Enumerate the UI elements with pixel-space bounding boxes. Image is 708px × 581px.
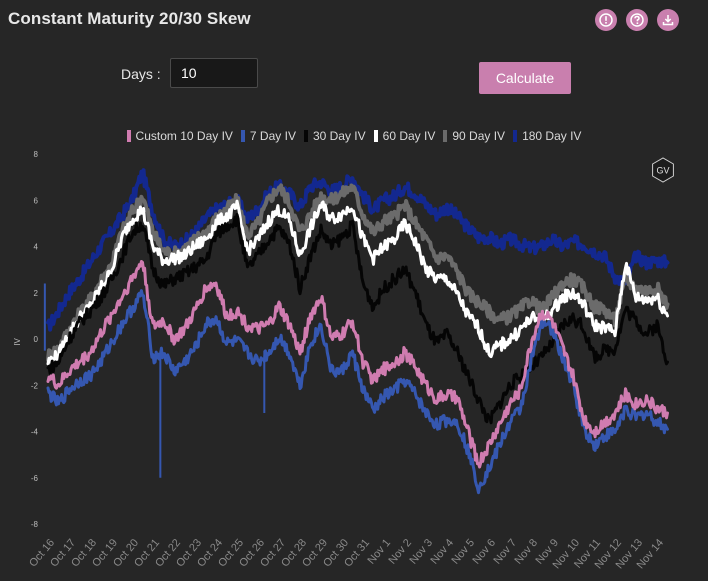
x-tick-label: Nov 14 [635,537,667,571]
legend-swatch [126,130,131,142]
x-tick-label: Oct 24 [195,537,225,570]
legend-item[interactable]: 180 Day IV [513,129,581,143]
x-tick-label: Oct 20 [111,537,141,570]
download-button[interactable] [657,9,679,31]
x-tick-label: Oct 17 [48,537,78,570]
x-tick-label: Nov 3 [407,537,435,567]
x-tick-label: Oct 25 [216,537,246,570]
y-tick-label: -2 [31,381,39,390]
y-tick-label: -8 [31,520,39,529]
x-tick-label: Nov 10 [551,537,583,571]
legend-swatch [443,130,448,142]
legend-item[interactable]: 30 Day IV [303,129,366,143]
x-tick-label: Nov 5 [449,537,477,567]
legend-swatch [240,130,245,142]
help-button[interactable] [626,9,648,31]
x-tick-label: Nov 2 [386,537,414,567]
x-tick-label: Oct 18 [69,537,99,570]
x-tick-label: Oct 29 [300,537,330,570]
x-tick-label: Oct 21 [132,537,162,570]
x-tick-label: Oct 23 [174,537,204,570]
series-line [46,199,669,366]
y-axis-label: IV [13,338,22,346]
y-tick-label: 2 [34,289,39,298]
y-tick-label: 8 [34,150,39,159]
legend-item[interactable]: Custom 10 Day IV [126,129,233,143]
series-line [46,183,670,362]
legend-label: Custom 10 Day IV [135,129,233,143]
x-tick-label: Nov 7 [491,537,519,567]
legend-item[interactable]: 60 Day IV [373,129,436,143]
series-line [46,213,669,425]
legend-label: 180 Day IV [522,129,582,143]
y-tick-label: 6 [34,196,39,205]
info-button[interactable] [595,9,617,31]
y-tick-label: 4 [34,243,39,252]
x-tick-label: Oct 27 [258,537,288,570]
x-tick-label: Nov 4 [428,537,456,567]
x-tick-label: Nov 12 [593,537,625,571]
x-tick-label: Oct 16 [27,537,57,570]
x-tick-label: Oct 31 [342,537,372,570]
x-tick-label: Nov 6 [470,537,498,567]
series-line [46,260,669,469]
x-tick-label: Nov 8 [512,537,540,567]
help-icon [630,13,644,27]
x-tick-label: Nov 1 [365,537,393,567]
series-line [46,289,669,495]
chart-legend: Custom 10 Day IV 7 Day IV 30 Day IV 60 Day … [0,129,708,143]
days-label: Days : [121,66,161,82]
legend-swatch [373,130,378,142]
x-tick-label: Oct 30 [321,537,351,570]
x-tick-label: Oct 22 [153,537,183,570]
x-tick-label: Nov 11 [572,537,603,571]
x-tick-label: Nov 9 [533,537,561,567]
legend-label: 90 Day IV [452,129,506,143]
x-tick-label: Oct 28 [279,537,309,570]
x-tick-label: Oct 26 [237,537,267,570]
legend-label: 30 Day IV [312,129,366,143]
legend-swatch [513,130,518,142]
series-line [46,168,670,332]
legend-item[interactable]: 90 Day IV [443,129,505,143]
legend-label: 60 Day IV [382,129,436,143]
x-tick-label: Oct 19 [90,537,120,570]
legend-item[interactable]: 7 Day IV [240,129,296,143]
legend-label: 7 Day IV [249,129,296,143]
calculate-button[interactable]: Calculate [479,62,571,94]
alert-icon [599,13,613,27]
x-tick-label: Nov 13 [614,537,646,571]
days-input[interactable] [170,58,258,88]
y-tick-label: 0 [34,335,39,344]
page-title: Constant Maturity 20/30 Skew [8,9,251,28]
watermark-text: GV [656,166,669,176]
y-tick-label: -6 [31,474,39,483]
download-icon [662,15,674,26]
y-tick-label: -4 [31,428,39,437]
watermark-logo [652,157,674,183]
legend-swatch [303,130,308,142]
